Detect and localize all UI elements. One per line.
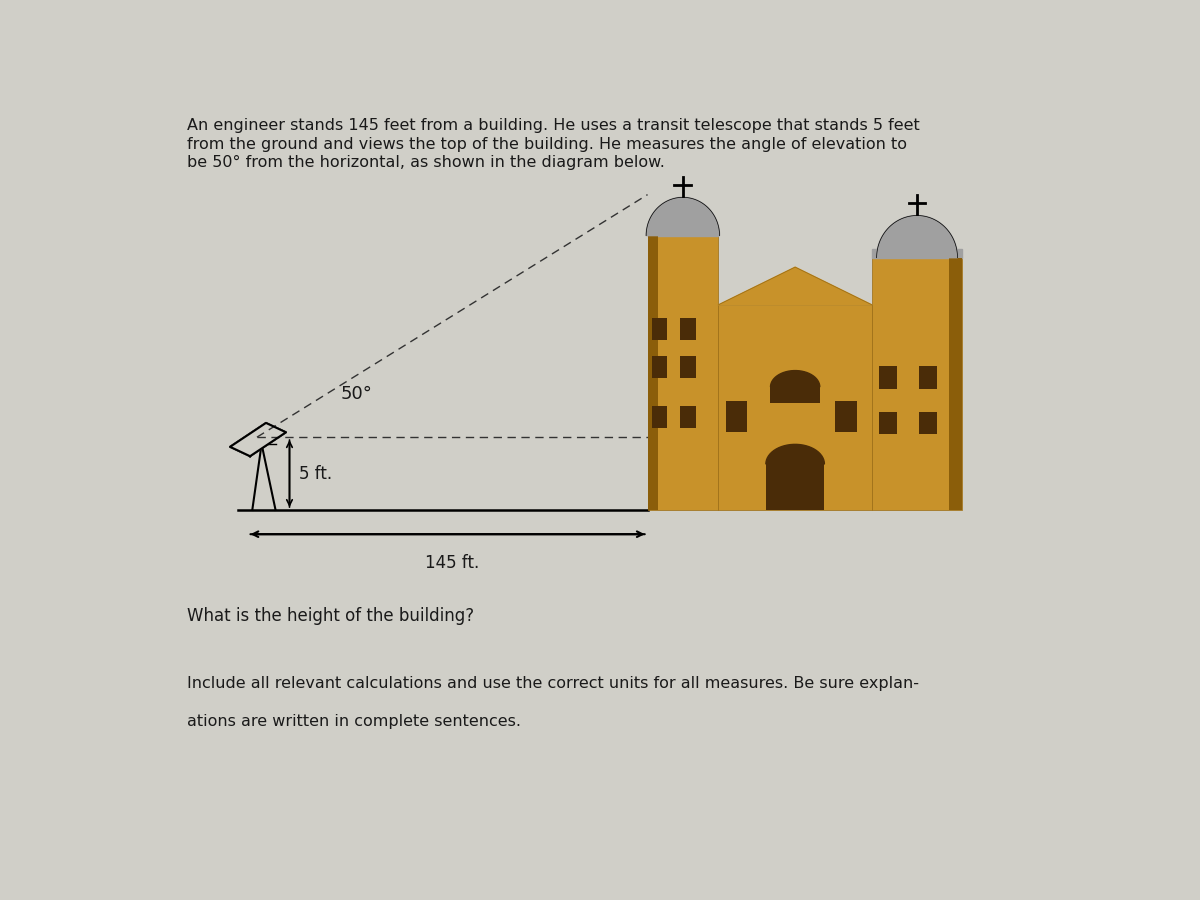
Bar	[680, 318, 696, 340]
Bar	[919, 366, 937, 389]
Text: ations are written in complete sentences.: ations are written in complete sentences…	[187, 715, 521, 729]
Bar	[718, 305, 872, 510]
Text: 145 ft.: 145 ft.	[425, 554, 479, 572]
Polygon shape	[646, 197, 720, 236]
Bar	[652, 406, 667, 428]
Bar	[648, 236, 718, 510]
Text: Include all relevant calculations and use the correct units for all measures. Be: Include all relevant calculations and us…	[187, 676, 919, 691]
Bar	[919, 411, 937, 435]
Polygon shape	[872, 248, 962, 257]
Bar	[648, 236, 658, 510]
Polygon shape	[766, 445, 824, 464]
Polygon shape	[718, 267, 872, 305]
Bar	[766, 464, 824, 510]
Bar	[680, 356, 696, 378]
Bar	[872, 257, 962, 510]
Text: be 50° from the horizontal, as shown in the diagram below.: be 50° from the horizontal, as shown in …	[187, 155, 665, 170]
Polygon shape	[648, 228, 718, 236]
Bar	[726, 401, 748, 432]
Text: 5 ft.: 5 ft.	[299, 464, 332, 482]
Bar	[680, 406, 696, 428]
Polygon shape	[877, 215, 958, 257]
Bar	[948, 257, 962, 510]
Bar	[652, 318, 667, 340]
Text: from the ground and views the top of the building. He measures the angle of elev: from the ground and views the top of the…	[187, 137, 907, 152]
Polygon shape	[230, 423, 286, 456]
Text: An engineer stands 145 feet from a building. He uses a transit telescope that st: An engineer stands 145 feet from a build…	[187, 119, 920, 133]
Bar	[880, 411, 898, 435]
Polygon shape	[770, 371, 820, 387]
Bar	[880, 366, 898, 389]
Bar	[652, 356, 667, 378]
Bar	[835, 401, 857, 432]
Text: 50°: 50°	[341, 384, 372, 402]
Bar	[770, 387, 820, 403]
Text: What is the height of the building?: What is the height of the building?	[187, 607, 474, 625]
